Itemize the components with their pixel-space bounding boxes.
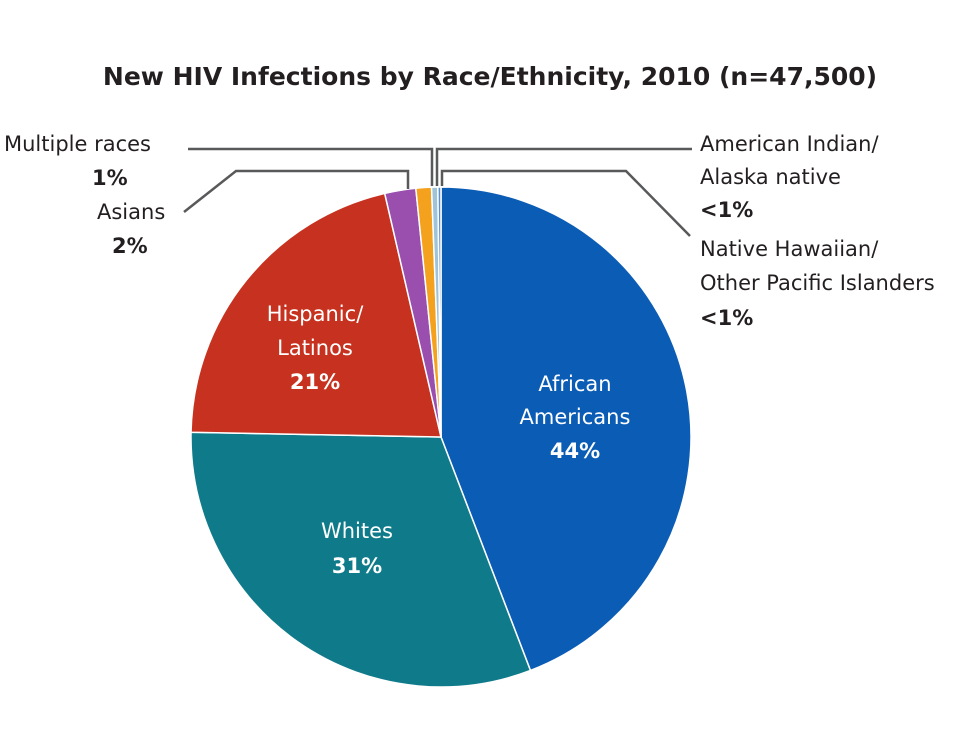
value-multiple-races: 1% [92, 166, 128, 190]
value-native-hawaiian: <1% [700, 306, 754, 330]
leader-line-multiple-races [188, 147, 434, 186]
leader-line-native-hawaiian [440, 169, 691, 237]
label-whites: Whites [320, 519, 393, 543]
label-american-indian-2: Alaska native [700, 165, 841, 189]
label-asians: Asians [97, 200, 166, 224]
label-hispanic-1: Hispanic/ [266, 302, 364, 326]
leader-line-asians [183, 169, 410, 213]
value-african-americans: 44% [549, 439, 601, 463]
value-whites: 31% [331, 554, 383, 578]
label-native-hawaiian-2: Other Pacific Islanders [700, 271, 935, 295]
pie-slice-african-americans [440, 186, 692, 672]
label-american-indian-1: American Indian/ [700, 132, 879, 156]
label-native-hawaiian-1: Native Hawaiian/ [700, 237, 879, 261]
label-hispanic-2: Latinos [277, 336, 353, 360]
leader-line-american-indian [435, 147, 692, 186]
label-multiple-races: Multiple races [4, 132, 151, 156]
value-hispanic: 21% [289, 370, 341, 394]
label-african-americans-1: African [538, 372, 612, 396]
label-african-americans-2: Americans [519, 405, 631, 429]
pie-slice-whites [190, 431, 532, 688]
pie-slice-native-hawaiian-other-pacific-islanders [437, 186, 442, 438]
value-american-indian: <1% [700, 198, 754, 222]
chart-title: New HIV Infections by Race/Ethnicity, 20… [102, 62, 878, 91]
pie-slice-hispanic-latinos [190, 192, 442, 438]
value-asians: 2% [112, 234, 148, 258]
